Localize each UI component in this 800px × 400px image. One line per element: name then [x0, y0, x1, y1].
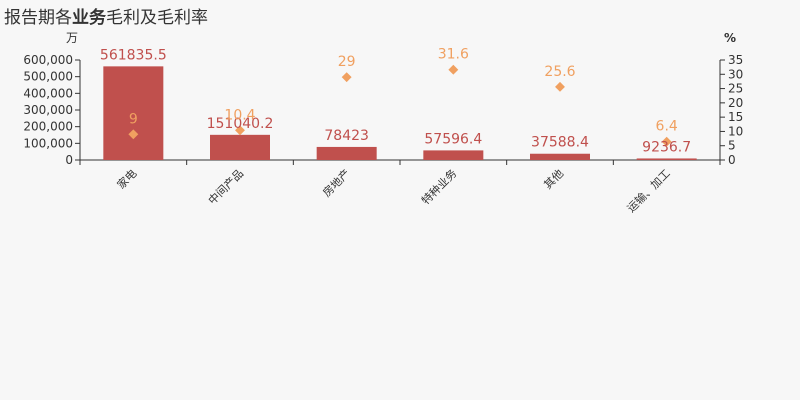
rate-point — [448, 64, 459, 75]
left-tick-label: 400,000 — [23, 86, 73, 100]
bar-value-label: 9236.7 — [642, 139, 691, 155]
rate-point — [341, 72, 352, 83]
x-tick-label: 特种业务 — [418, 166, 459, 207]
bar — [316, 146, 377, 160]
x-tick-label: 运输、加工 — [624, 166, 673, 215]
x-tick-label: 房地产 — [320, 166, 353, 199]
rate-point — [555, 81, 565, 92]
bar — [530, 153, 590, 160]
right-axis-unit: % — [724, 31, 736, 45]
left-tick-label: 100,000 — [23, 136, 73, 150]
rate-value-label: 31.6 — [438, 47, 469, 63]
title-emphasis: 业务 — [72, 8, 106, 28]
left-tick-label: 300,000 — [23, 103, 73, 117]
title-suffix: 毛利及毛利率 — [106, 8, 208, 28]
left-tick-label: 200,000 — [23, 120, 73, 134]
left-axis-unit: 万 — [66, 31, 78, 45]
rate-value-label: 25.6 — [544, 64, 575, 80]
right-tick-label: 15 — [728, 110, 743, 124]
left-tick-label: 500,000 — [23, 70, 73, 84]
bar-value-label: 37588.4 — [531, 135, 589, 151]
rate-value-label: 10.4 — [224, 107, 255, 123]
x-tick-label: 家电 — [114, 166, 139, 191]
right-tick-label: 0 — [728, 153, 736, 167]
rate-value-label: 29 — [338, 54, 356, 70]
rate-point — [128, 129, 139, 140]
left-tick-label: 0 — [65, 153, 73, 167]
rate-point — [235, 125, 245, 136]
bar — [210, 134, 270, 160]
title-prefix: 报告期各 — [4, 8, 72, 28]
chart-title: 报告期各业务毛利及毛利率 — [4, 3, 208, 28]
right-tick-label: 5 — [728, 139, 736, 153]
right-tick-label: 35 — [728, 53, 743, 67]
rate-point — [661, 136, 672, 147]
bar-value-label: 151040.2 — [207, 116, 274, 132]
right-tick-label: 10 — [728, 124, 743, 138]
rate-value-label: 9 — [129, 111, 138, 127]
left-tick-label: 600,000 — [23, 53, 73, 67]
right-tick-label: 25 — [728, 82, 743, 96]
rate-value-label: 6.4 — [656, 119, 678, 135]
bar — [103, 66, 164, 160]
bar-value-label: 57596.4 — [424, 131, 482, 147]
right-tick-label: 20 — [728, 96, 743, 110]
bar — [636, 158, 697, 160]
bar-value-label: 78423 — [324, 128, 369, 144]
x-tick-label: 其他 — [541, 167, 566, 192]
bar — [423, 150, 484, 160]
x-tick-label: 中间产品 — [205, 166, 246, 207]
right-tick-label: 30 — [728, 67, 743, 81]
bar-value-label: 561835.5 — [100, 47, 167, 63]
